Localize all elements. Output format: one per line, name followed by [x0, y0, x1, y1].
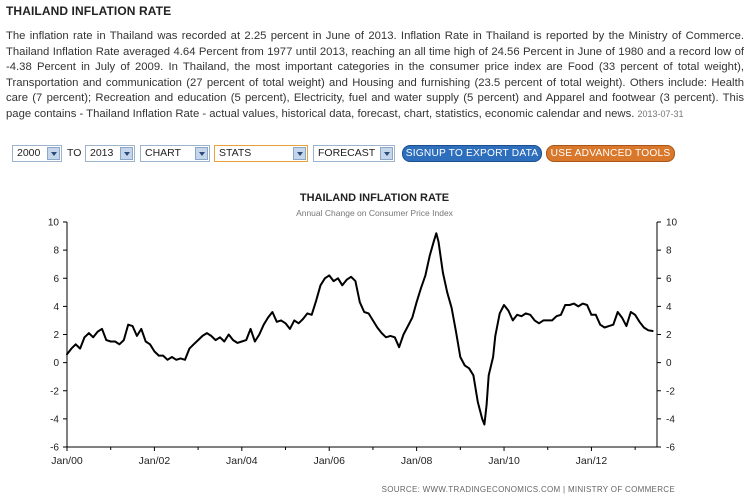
to-label: TO — [67, 147, 82, 159]
chevron-down-icon — [380, 147, 393, 160]
x-tick-label: Jan/12 — [576, 455, 608, 467]
y-tick-label-left: 8 — [53, 246, 59, 257]
y-tick-label-left: 0 — [53, 358, 59, 369]
y-tick-label-right: 2 — [666, 330, 672, 341]
chevron-down-icon — [293, 147, 306, 160]
description-paragraph: The inflation rate in Thailand was recor… — [6, 29, 744, 122]
chart-title: THAILAND INFLATION RATE — [299, 192, 450, 204]
publish-date: 2013-07-31 — [637, 108, 684, 119]
to-year-select[interactable]: 2013 — [85, 145, 135, 162]
stats-value: STATS — [219, 147, 252, 159]
y-tick-label-right: 8 — [666, 246, 672, 257]
x-tick-label: Jan/04 — [226, 455, 258, 467]
from-year-value: 2000 — [17, 147, 41, 159]
series-line — [66, 232, 654, 426]
y-tick-label-left: -6 — [50, 443, 59, 454]
x-tick-label: Jan/10 — [488, 455, 520, 467]
chart-type-select[interactable]: CHART — [140, 145, 210, 162]
y-tick-label-left: 10 — [48, 218, 60, 229]
y-tick-label-left: -2 — [50, 386, 59, 397]
y-tick-label-left: 6 — [53, 274, 59, 285]
y-tick-label-right: 4 — [666, 302, 672, 313]
signup-export-button[interactable]: SIGNUP TO EXPORT DATA — [402, 145, 542, 162]
y-tick-label-right: 0 — [666, 358, 672, 369]
y-tick-label-right: -2 — [666, 386, 675, 397]
y-tick-label-left: 2 — [53, 330, 59, 341]
forecast-select[interactable]: FORECAST — [313, 145, 395, 162]
advanced-tools-button[interactable]: USE ADVANCED TOOLS — [546, 145, 675, 162]
forecast-value: FORECAST — [318, 147, 376, 159]
y-tick-label-right: -4 — [666, 414, 675, 425]
description-text: The inflation rate in Thailand was recor… — [6, 30, 744, 120]
stats-select[interactable]: STATS — [214, 145, 308, 162]
x-tick-label: Jan/00 — [51, 455, 83, 467]
chevron-down-icon — [47, 147, 60, 160]
x-tick-label: Jan/02 — [139, 455, 171, 467]
y-tick-label-left: 4 — [53, 302, 59, 313]
chart-type-value: CHART — [145, 147, 181, 159]
y-tick-label-right: -6 — [666, 443, 675, 454]
from-year-select[interactable]: 2000 — [12, 145, 62, 162]
chart-subtitle: Annual Change on Consumer Price Index — [296, 208, 453, 218]
chevron-down-icon — [120, 147, 133, 160]
source-credit: SOURCE: WWW.TRADINGECONOMICS.COM | MINIS… — [381, 485, 675, 494]
y-tick-label-right: 10 — [666, 218, 678, 229]
page-title: THAILAND INFLATION RATE — [6, 4, 172, 18]
y-tick-label-right: 6 — [666, 274, 672, 285]
y-tick-label-left: -4 — [50, 414, 59, 425]
x-tick-label: Jan/06 — [313, 455, 345, 467]
chevron-down-icon — [195, 147, 208, 160]
x-tick-label: Jan/08 — [401, 455, 433, 467]
to-year-value: 2013 — [90, 147, 114, 159]
